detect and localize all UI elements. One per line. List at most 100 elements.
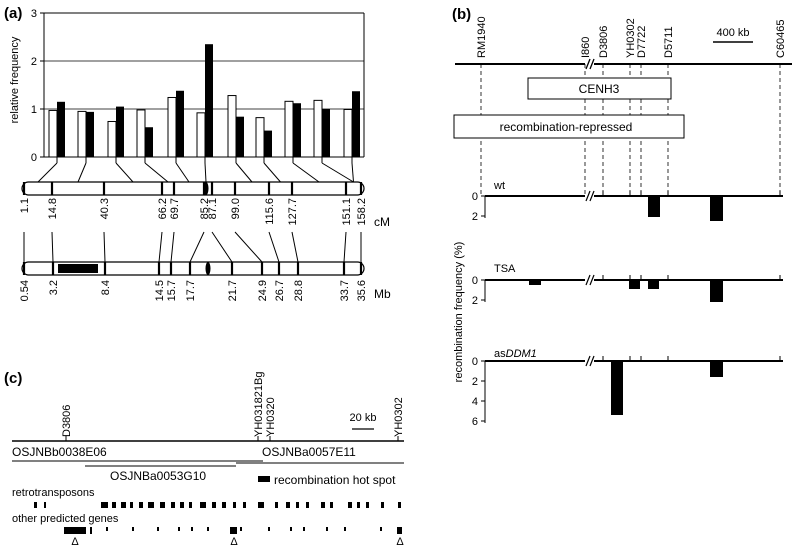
bar-white — [107, 120, 117, 158]
predicted-gene-block — [397, 527, 402, 534]
panel-c-marker-label: YH0320 — [265, 397, 277, 437]
panel-b-marker-label: I860 — [580, 37, 592, 58]
panel-a-ylabel: relative frequency — [9, 36, 21, 123]
predicted-gene-block — [380, 527, 382, 531]
bar-black — [264, 130, 272, 157]
recombination-bar — [629, 280, 640, 289]
genetic-map-chromosome — [21, 181, 365, 196]
predicted-gene-block — [303, 527, 305, 531]
predicted-gene-block — [178, 527, 180, 531]
clone-label: OSJNBa0057E11 — [262, 445, 356, 459]
predicted-gene-track — [64, 527, 402, 534]
panel-a: (a) relative frequency 0 1 2 3 1.1 14.8 40… — [4, 5, 391, 301]
connector-line — [321, 162, 354, 183]
panel-b-marker-label: D3806 — [598, 26, 610, 58]
retrotransposon-block — [306, 502, 309, 508]
cm-value-label: 127.7 — [287, 198, 299, 226]
panel-b-marker-label: D5711 — [663, 26, 675, 58]
panel-a-bar-connectors — [37, 157, 354, 183]
retrotransposon-block — [348, 502, 352, 508]
track-break — [589, 190, 595, 202]
mb-value-label: 3.2 — [48, 280, 60, 295]
physical-map-centromere — [205, 262, 211, 275]
map-correspondence-line — [291, 231, 299, 263]
map-correspondence-line — [158, 231, 163, 263]
recombination-bar — [710, 280, 723, 302]
recombination-bar — [648, 280, 659, 289]
panel-c-scale-label: 20 kb — [350, 412, 377, 424]
mb-value-label: 17.7 — [185, 280, 197, 301]
cm-value-label: 14.8 — [47, 198, 59, 219]
mb-value-label: 24.9 — [257, 280, 269, 301]
panel-b-marker-label: RM1940 — [476, 16, 488, 58]
panel-b-marker-label: D7722 — [636, 26, 648, 58]
bar-black — [116, 106, 124, 157]
retrotransposon-block — [321, 502, 325, 508]
recombination-repressed-label: recombination-repressed — [500, 120, 633, 134]
bar-black — [86, 111, 94, 157]
cm-value-label: 1.1 — [19, 198, 31, 213]
panel-a-bars — [48, 44, 360, 158]
cm-value-label: 40.3 — [99, 198, 111, 219]
retrotransposon-block — [275, 502, 278, 508]
hotspot-triangle-marker: Δ — [396, 536, 404, 548]
connector-line — [175, 162, 190, 183]
panel-a-ytick-label: 2 — [31, 56, 37, 68]
track-break — [585, 274, 591, 286]
track-label-tsa: TSA — [494, 263, 516, 275]
track-break — [585, 190, 591, 202]
map-correspondence-line — [234, 231, 263, 263]
retrotransposon-block — [121, 502, 126, 508]
bar-black — [57, 101, 65, 157]
connector-line — [204, 162, 207, 183]
retrotransposon-block — [34, 502, 37, 508]
retrotransposon-block — [148, 502, 154, 508]
panel-c-label: (c) — [4, 370, 22, 387]
map-correspondence-line — [211, 231, 233, 263]
bar-black — [205, 44, 213, 158]
connector-line — [115, 162, 134, 183]
panel-b-label: (b) — [452, 6, 471, 23]
retrotransposon-block — [398, 502, 401, 508]
connector-line — [235, 162, 253, 183]
physical-map-markers: 0.54 3.2 8.4 14.5 15.7 17.7 21.7 24.9 26.7 28.8 33… — [19, 262, 368, 301]
retrotransposon-block — [243, 502, 246, 508]
bar-white — [343, 108, 353, 158]
clone-label: OSJNBa0053G10 — [110, 469, 206, 483]
predicted-gene-block — [106, 527, 108, 531]
cenh3-region-box — [527, 77, 672, 100]
retrotransposon-block — [112, 502, 116, 508]
retrotransposon-block — [296, 502, 299, 508]
mb-value-label: 14.5 — [154, 280, 166, 301]
retrotransposons-label: retrotransposons — [12, 487, 95, 499]
panel-b-marker-label: YH0302 — [625, 18, 637, 58]
predicted-gene-block — [90, 527, 92, 534]
connector-line — [77, 162, 87, 183]
bar-white — [167, 96, 177, 158]
bar-white — [77, 110, 87, 158]
cm-value-label: 151.1 — [341, 198, 353, 226]
panel-b: (b) RM1940 I860 D3806 YH0302 D7722 D5711 C6046… — [452, 6, 792, 428]
panel-b-map-break — [589, 58, 595, 70]
cm-unit-label: cM — [374, 215, 390, 229]
track-tick-label: 2 — [472, 295, 478, 307]
retrotransposon-block — [200, 502, 206, 508]
retrotransposon-block — [258, 502, 264, 508]
bar-white — [227, 95, 237, 158]
mb-value-label: 35.6 — [356, 280, 368, 301]
cm-value-label: 69.7 — [169, 198, 181, 219]
panel-c-marker-label: YH0302 — [393, 397, 405, 437]
recombination-bar — [710, 196, 723, 221]
retrotransposon-block — [222, 502, 226, 508]
retrotransposon-block — [381, 502, 384, 508]
bar-black — [322, 109, 330, 157]
predicted-gene-block — [326, 527, 328, 531]
bar-white — [136, 109, 146, 158]
track-label-wt: wt — [493, 180, 505, 192]
panel-c-marker-label: YH031821Bg — [253, 372, 265, 437]
bar-black — [176, 90, 184, 157]
track-tick-label: 2 — [472, 376, 478, 388]
recombination-repressed-box — [453, 114, 685, 139]
retrotransposon-block — [233, 502, 236, 508]
